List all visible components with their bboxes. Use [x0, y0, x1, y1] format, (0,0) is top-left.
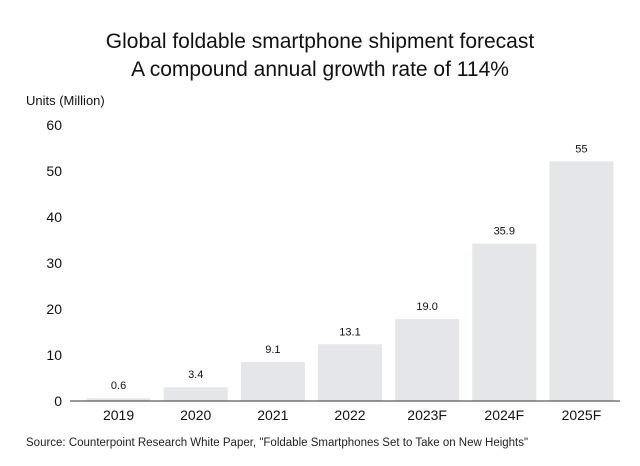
source-note: Source: Counterpoint Research White Pape… [26, 437, 529, 449]
y-tick-label: 30 [46, 255, 62, 271]
x-tick-label: 2023F [407, 407, 447, 423]
chart-subtitle: A compound annual growth rate of 114% [131, 58, 509, 81]
chart-title: Global foldable smartphone shipment fore… [105, 30, 535, 53]
x-tick-label: 2019 [103, 407, 134, 423]
data-label: 13.1 [339, 326, 360, 338]
y-tick-label: 20 [46, 301, 62, 317]
data-label: 19.0 [416, 301, 437, 313]
data-label: 3.4 [188, 369, 203, 381]
bar [472, 243, 537, 401]
bar [549, 161, 614, 401]
x-tick-label: 2020 [180, 407, 211, 423]
data-label: 55 [575, 143, 587, 155]
y-tick-label: 40 [46, 209, 62, 225]
x-tick-label: 2025F [562, 407, 602, 423]
bar [395, 319, 460, 401]
bar [318, 344, 382, 401]
data-label: 0.6 [111, 380, 126, 392]
bar [86, 398, 151, 401]
y-tick-label: 60 [46, 117, 62, 133]
y-axis-label: Units (Million) [26, 93, 105, 108]
bar [163, 387, 228, 401]
y-tick-label: 10 [46, 347, 62, 363]
data-label: 9.1 [265, 344, 280, 356]
x-tick-label: 2022 [334, 407, 365, 423]
bar [240, 361, 305, 401]
y-tick-label: 50 [46, 163, 62, 179]
y-tick-label: 0 [54, 393, 62, 409]
x-tick-label: 2024F [484, 407, 524, 423]
x-tick-label: 2021 [257, 407, 288, 423]
data-label: 35.9 [494, 226, 515, 238]
